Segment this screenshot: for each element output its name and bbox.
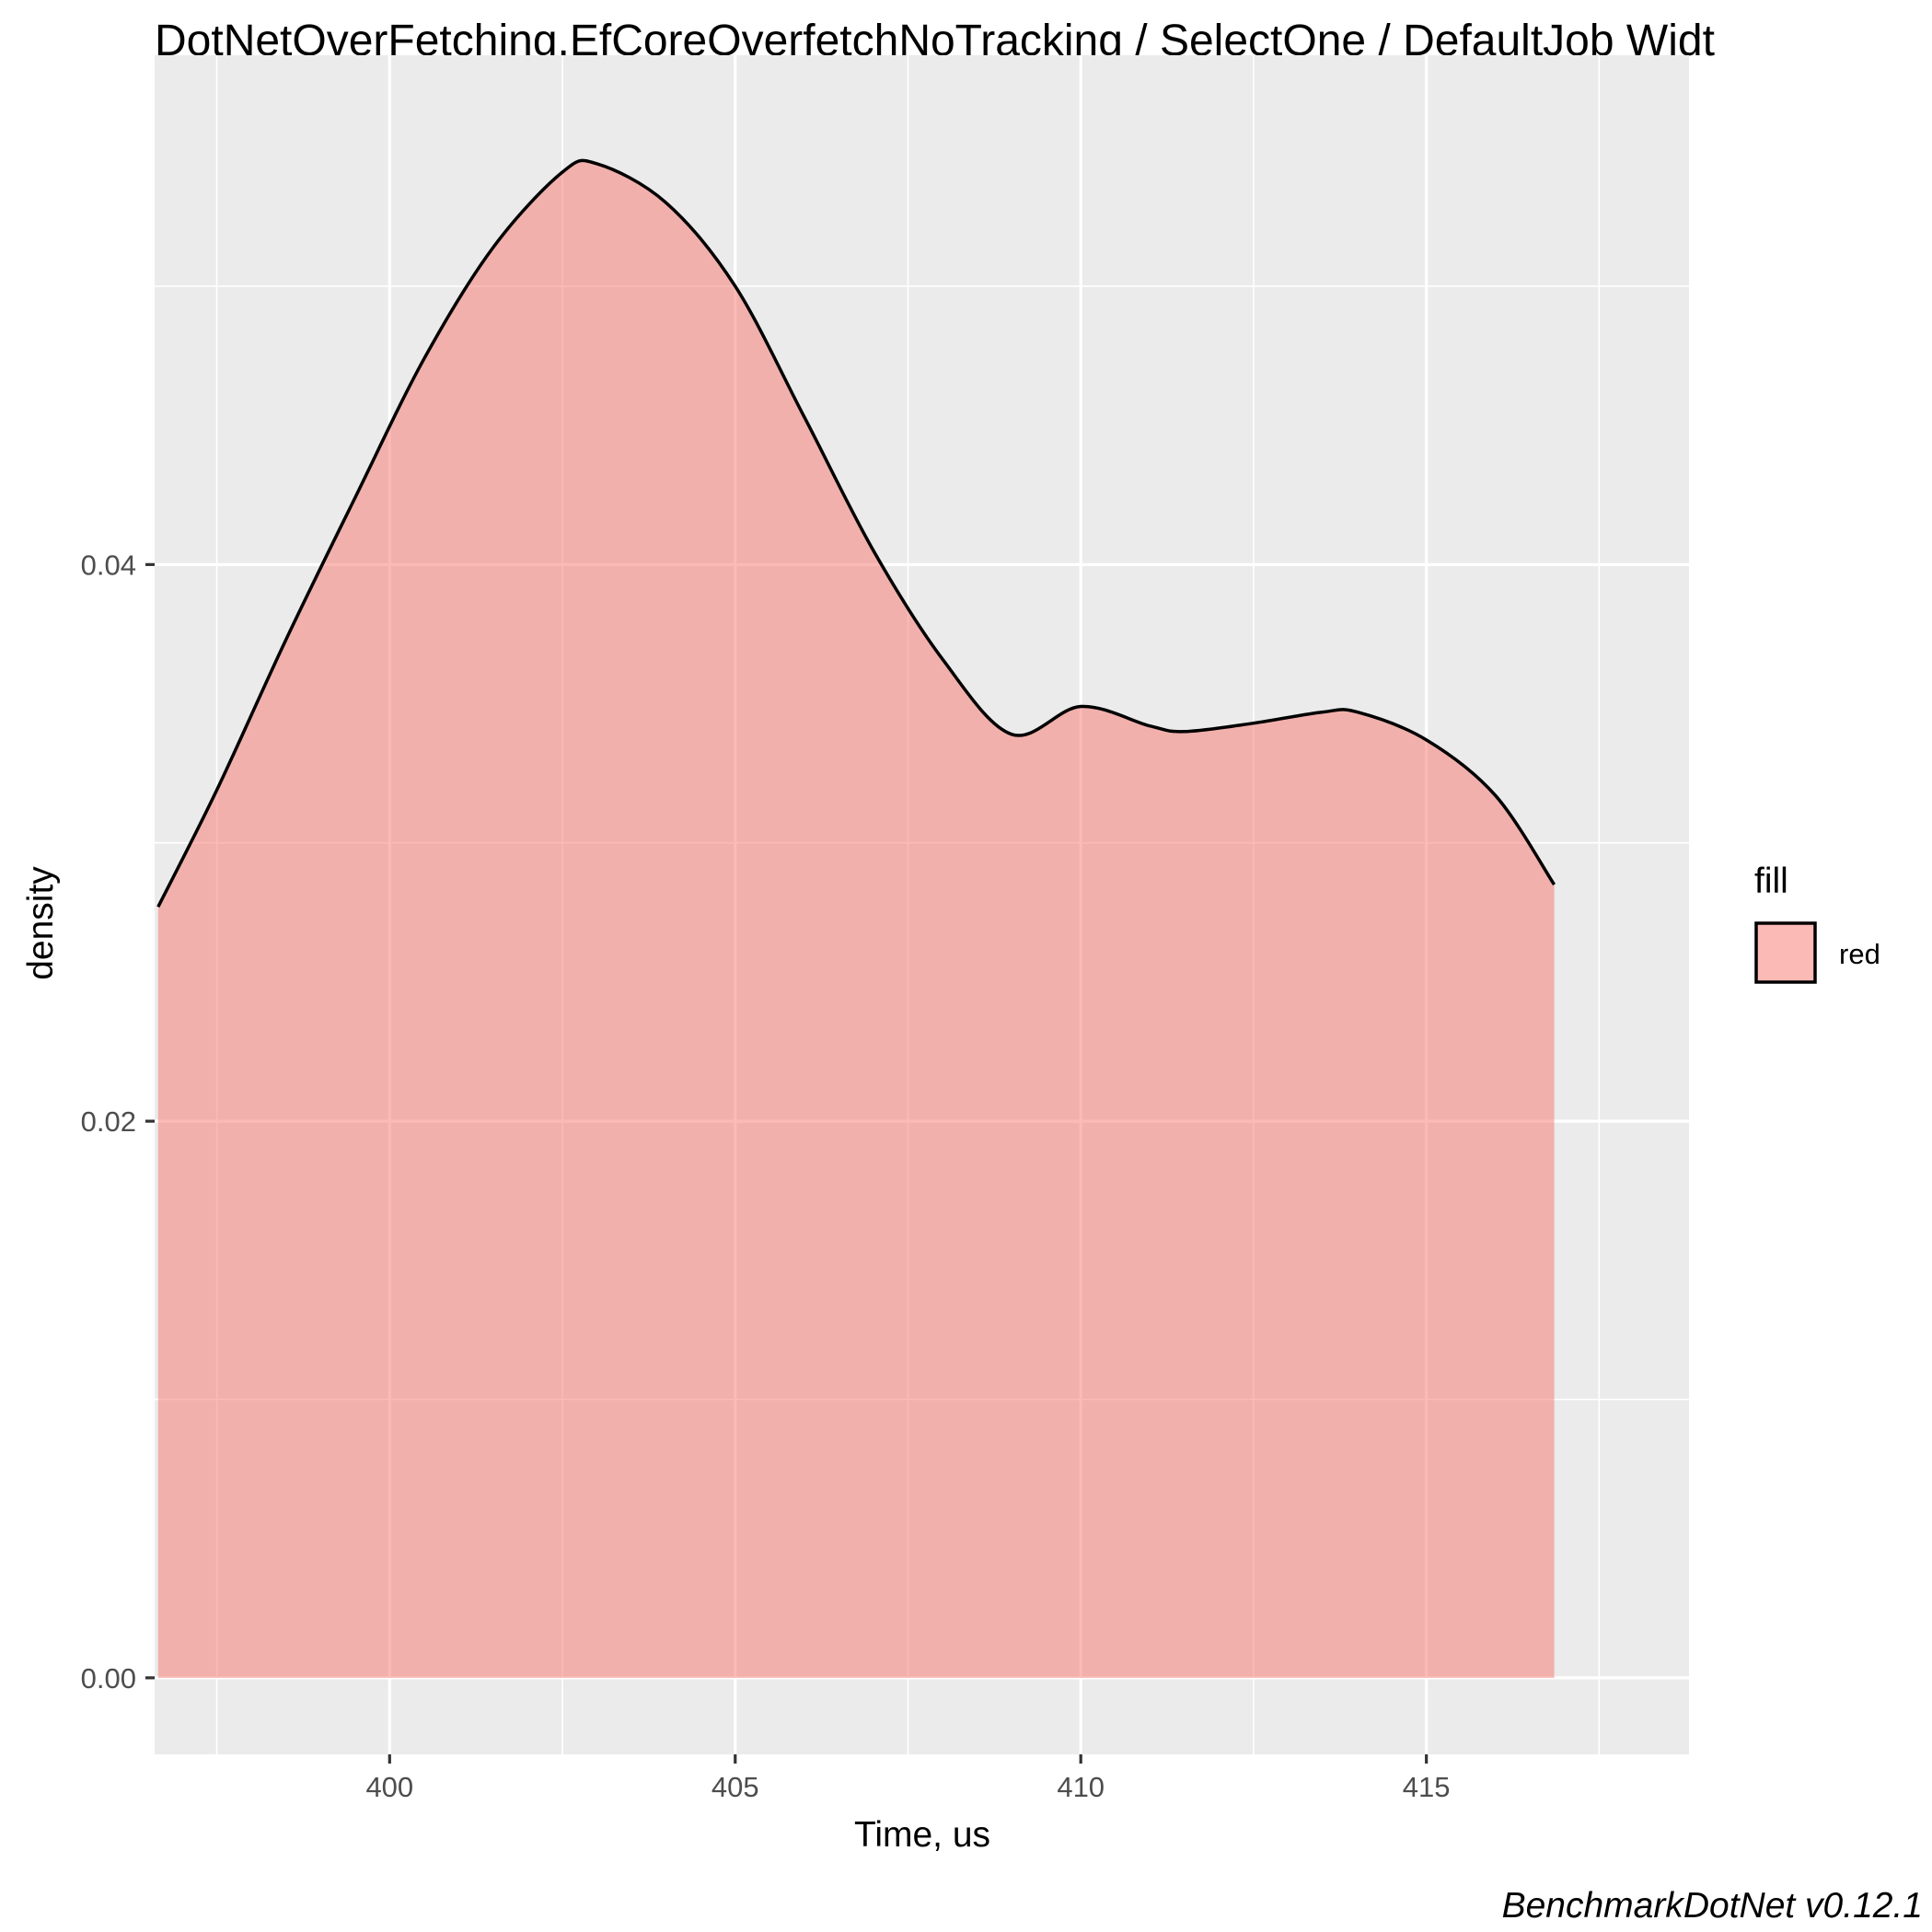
density-area-red xyxy=(157,160,1555,1678)
legend-key-red xyxy=(1754,921,1817,984)
y-tick-label: 0.04 xyxy=(81,549,136,581)
series-layer xyxy=(156,158,1556,1678)
y-axis: 0.00 0.02 0.04 xyxy=(81,549,155,1695)
x-tick-label: 400 xyxy=(365,1771,413,1803)
x-axis-title: Time, us xyxy=(854,1815,990,1855)
legend-title: fill xyxy=(1754,862,1788,901)
x-axis: 400 405 410 415 xyxy=(365,1754,1451,1803)
legend: fill red xyxy=(1754,862,1880,984)
x-tick-label: 405 xyxy=(711,1771,759,1803)
y-tick-label: 0.00 xyxy=(81,1662,136,1695)
caption: BenchmarkDotNet v0.12.1 xyxy=(1502,1886,1923,1926)
density-curve-red xyxy=(156,158,1556,908)
legend-label-red: red xyxy=(1839,938,1880,970)
y-axis-title: density xyxy=(21,866,61,980)
x-tick-label: 415 xyxy=(1403,1771,1451,1803)
y-tick-label: 0.02 xyxy=(81,1105,136,1138)
x-tick-label: 410 xyxy=(1057,1771,1105,1803)
